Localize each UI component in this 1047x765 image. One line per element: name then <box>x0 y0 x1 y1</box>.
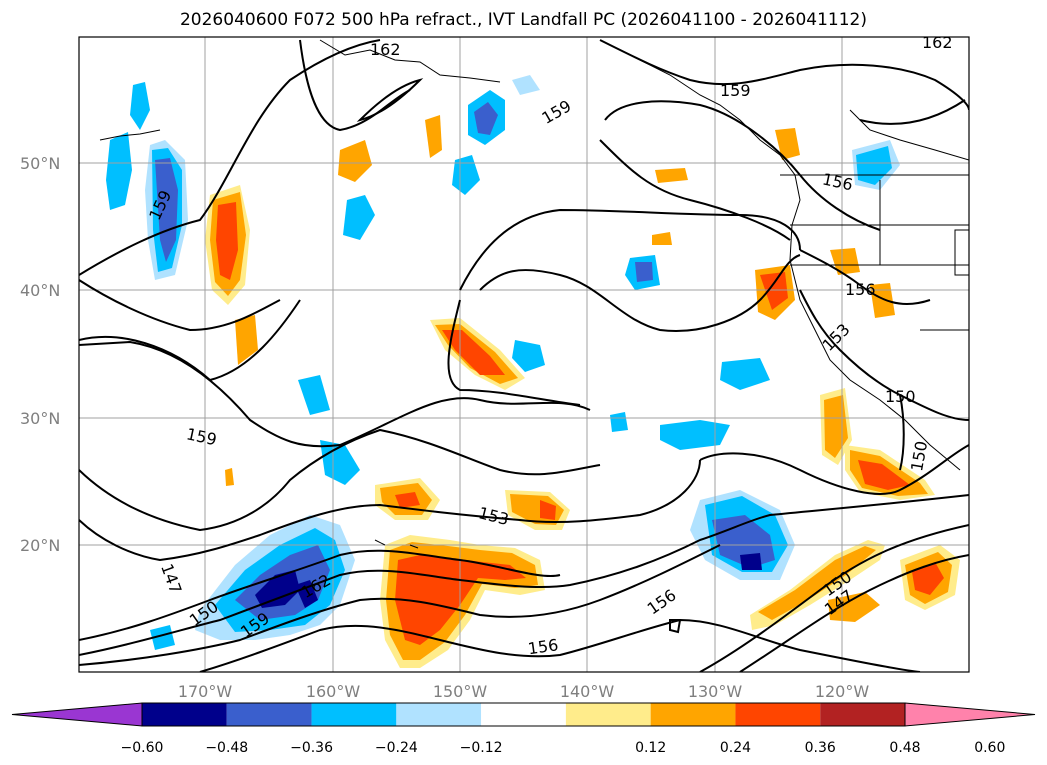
colorbar-tick-label: 0.24 <box>720 740 751 756</box>
colorbar-swatch <box>565 703 651 726</box>
colorbar-extend-high <box>904 702 1036 727</box>
colorbar-tick-label: 0.48 <box>889 740 920 756</box>
lon-label: 150°W <box>433 682 488 701</box>
colorbar-tick-label: −0.60 <box>121 740 164 756</box>
contour-label: 156 <box>845 280 876 299</box>
colorbar-tick-label: 0.12 <box>635 740 666 756</box>
lon-label: 120°W <box>815 682 870 701</box>
colorbar-tick-label: −0.24 <box>375 740 418 756</box>
colorbar-swatch <box>226 703 312 726</box>
lon-axis-labels: 170°W 160°W 150°W 140°W 130°W 120°W <box>178 682 870 701</box>
lat-label: 50°N <box>20 154 60 173</box>
colorbar-swatch <box>650 703 736 726</box>
colorbar-frame <box>141 702 906 727</box>
colorbar-swatch <box>820 703 905 726</box>
map-title: 2026040600 F072 500 hPa refract., IVT La… <box>179 10 867 30</box>
contour-label: 150 <box>885 387 916 406</box>
contour-lines <box>79 39 969 672</box>
contour-label: 156 <box>527 635 560 658</box>
colorbar-swatch <box>311 703 397 726</box>
colorbar-tick-label: −0.48 <box>205 740 248 756</box>
lon-label: 160°W <box>306 682 361 701</box>
lon-label: 140°W <box>560 682 615 701</box>
lon-label: 170°W <box>178 682 233 701</box>
lon-label: 130°W <box>688 682 743 701</box>
colorbar-swatch <box>142 703 227 726</box>
coastlines <box>99 39 969 549</box>
colorbar-extend-low <box>11 702 143 727</box>
map-frame <box>78 36 970 673</box>
colorbar-swatch <box>735 703 821 726</box>
lat-label: 40°N <box>20 281 60 300</box>
lat-label: 20°N <box>20 536 60 555</box>
contour-label: 159 <box>720 81 751 100</box>
colorbar-tick-label: 0.36 <box>805 740 836 756</box>
colorbar-tick-label: 0.60 <box>974 740 1005 756</box>
lat-label: 30°N <box>20 409 60 428</box>
colorbar: −0.60 −0.48 −0.36 −0.24 −0.12 0.12 0.24 0.36 0.4… <box>11 702 1036 756</box>
negative-anomaly-patches <box>106 75 900 650</box>
colorbar-tick-label: −0.12 <box>460 740 503 756</box>
contour-label: 162 <box>922 33 953 52</box>
colorbar-swatch <box>481 703 566 726</box>
colorbar-tick-label: −0.36 <box>290 740 333 756</box>
colorbar-swatch <box>396 703 482 726</box>
contour-label: 162 <box>370 40 401 59</box>
lat-axis-labels: 50°N 40°N 30°N 20°N <box>20 154 60 555</box>
